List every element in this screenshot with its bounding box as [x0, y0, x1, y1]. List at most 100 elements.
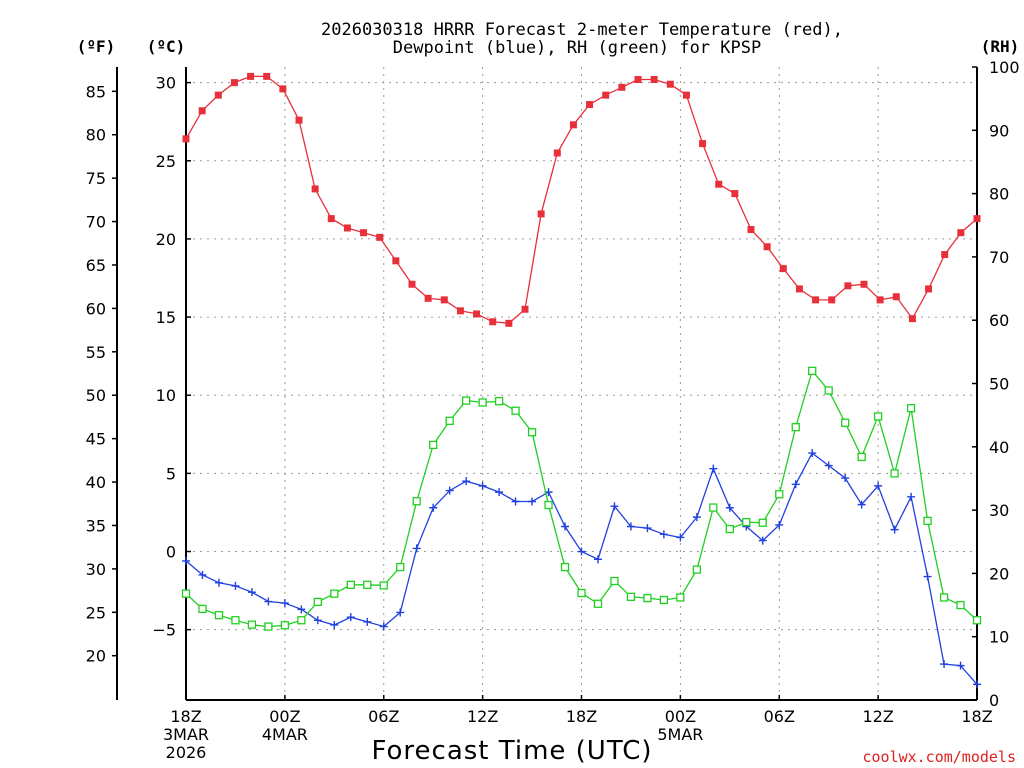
celsius-tick-label: 5 — [166, 464, 176, 483]
2-meter-temperature-point — [311, 185, 319, 193]
rh-point — [527, 428, 537, 437]
2-meter-temperature-point — [214, 91, 222, 99]
dewpoint-point — [758, 536, 767, 545]
rh-point — [330, 589, 339, 598]
2-meter-temperature-point — [682, 91, 690, 99]
rh-point — [577, 588, 586, 598]
celsius-tick-label: 30 — [156, 74, 176, 93]
2-meter-temperature-point — [941, 251, 949, 259]
rh-tick-label: 30 — [989, 501, 1009, 520]
dewpoint-point — [923, 572, 932, 581]
rh-point — [725, 524, 734, 534]
2-meter-temperature-point — [247, 72, 255, 80]
rh-tick-label: 60 — [989, 311, 1009, 330]
fahrenheit-tick-label: 65 — [86, 256, 106, 275]
2-meter-temperature-point — [279, 85, 287, 93]
fahrenheit-tick-label: 35 — [86, 516, 106, 535]
2-meter-temperature-point — [553, 149, 561, 157]
rh-point — [264, 622, 273, 631]
2-meter-temperature-line — [185, 75, 978, 324]
rh-point — [808, 366, 817, 375]
dewpoint-point — [709, 464, 718, 473]
rh-point — [873, 412, 883, 421]
dewpoint-point — [610, 502, 619, 511]
dewpoint-point — [182, 556, 190, 565]
dewpoint-point — [198, 570, 207, 579]
celsius-tick-label: 20 — [156, 230, 176, 249]
dewpoint-point — [231, 581, 240, 590]
rh-point — [824, 386, 833, 395]
time-tick-label: 12Z — [467, 707, 498, 726]
dewpoint-point — [824, 461, 833, 470]
fahrenheit-tick-label: 30 — [86, 560, 106, 579]
dewpoint-point — [280, 599, 289, 608]
dewpoint-point — [511, 497, 520, 506]
rh-tick-label: 50 — [989, 375, 1009, 394]
2-meter-temperature-point — [343, 224, 351, 232]
rh-point — [626, 592, 636, 601]
rh-point — [676, 593, 685, 602]
dewpoint-point — [363, 617, 372, 626]
dewpoint-point — [478, 481, 487, 490]
2-meter-temperature-point — [376, 233, 384, 241]
dewpoint-point — [346, 613, 355, 622]
dewpoint-point — [379, 622, 388, 631]
time-tick-label: 18Z — [961, 707, 992, 726]
dewpoint-point — [264, 597, 273, 606]
2-meter-temperature-point — [392, 257, 400, 265]
rh-point — [396, 562, 405, 572]
2-meter-temperature-point — [440, 296, 448, 304]
rh-point — [709, 503, 718, 512]
dewpoint-point — [561, 522, 570, 531]
celsius-tick-label: −5 — [152, 621, 176, 640]
time-tick-label: 12Z — [862, 707, 893, 726]
2-meter-temperature-point — [198, 107, 206, 115]
dewpoint-point — [412, 544, 421, 553]
rh-point — [494, 397, 504, 406]
dewpoint-point — [528, 497, 537, 506]
dewpoint-point — [577, 547, 586, 556]
rh-point — [346, 580, 355, 589]
2-meter-temperature-point — [360, 229, 368, 237]
dewpoint-point — [593, 555, 602, 564]
2-meter-temperature-point — [489, 318, 497, 326]
rh-point — [758, 518, 767, 527]
site-credit: coolwx.com/models — [862, 748, 1016, 766]
2-meter-temperature-point — [521, 305, 529, 313]
2-meter-temperature-point — [263, 72, 271, 80]
rh-point — [791, 423, 800, 432]
x-axis-title: Forecast Time (UTC) — [371, 736, 652, 766]
rh-point — [593, 599, 603, 608]
rh-point — [511, 406, 520, 415]
time-tick-label: 3MAR — [163, 725, 209, 744]
2-meter-temperature-point — [537, 210, 545, 218]
rh-point — [890, 469, 899, 478]
time-tick-label: 5MAR — [657, 725, 703, 744]
2-meter-temperature-point — [666, 80, 674, 88]
chart-title-line1: 2026030318 HRRR Forecast 2-meter Tempera… — [321, 20, 843, 40]
2-meter-temperature-point — [957, 229, 965, 237]
dewpoint-point — [857, 500, 866, 509]
2-meter-temperature-point — [860, 280, 868, 288]
2-meter-temperature-point — [569, 121, 577, 129]
celsius-tick-label: 0 — [166, 543, 176, 562]
dewpoint-point — [297, 605, 306, 614]
2-meter-temperature-point — [230, 79, 238, 87]
dewpoint-point — [659, 530, 668, 539]
fahrenheit-tick-label: 45 — [86, 430, 106, 449]
rh-point — [379, 581, 388, 590]
fahrenheit-unit-label: (ºF) — [77, 37, 116, 56]
2-meter-temperature-point — [779, 265, 787, 273]
time-tick-label: 06Z — [764, 707, 795, 726]
time-tick-label: 00Z — [665, 707, 696, 726]
2-meter-temperature-point — [408, 280, 416, 288]
2-meter-temperature-point — [795, 285, 803, 293]
rh-tick-label: 0 — [989, 691, 999, 710]
rh-point — [544, 500, 553, 510]
rh-point — [280, 621, 290, 630]
dewpoint-point — [841, 474, 850, 483]
rh-point — [461, 396, 471, 405]
axes: 302520151050−585807570656055504540353025… — [86, 58, 1020, 762]
rh-unit-label: (RH) — [981, 37, 1020, 56]
2-meter-temperature-point — [699, 140, 707, 148]
